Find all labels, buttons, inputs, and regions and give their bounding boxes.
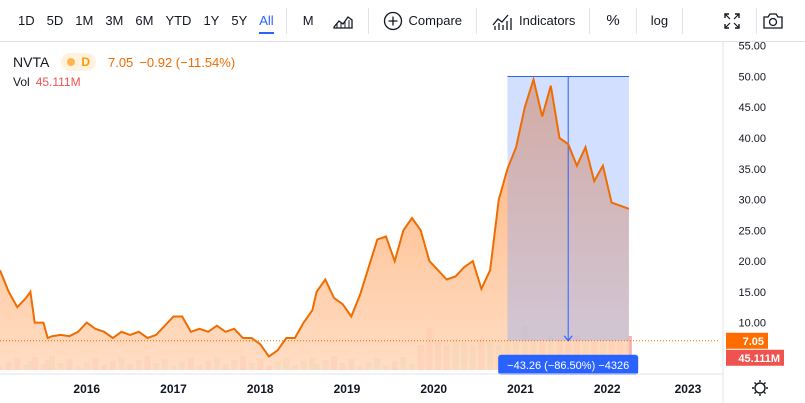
y-tick-label: 30.00 — [738, 195, 766, 207]
top-toolbar: 1D 5D 1M 3M 6M YTD 1Y 5Y All M Compare Indicator… — [0, 0, 805, 42]
symbol-legend: NVTA D 7.05 −0.92 (−11.54%) Vol 45.111M — [13, 52, 241, 92]
gear-icon — [754, 382, 766, 394]
last-price: 7.05 — [107, 54, 134, 70]
toolbar-divider — [756, 7, 757, 34]
timeframe-6m[interactable]: 6M — [135, 13, 154, 28]
indicators-label: Indicators — [519, 13, 576, 28]
x-tick-label: 2020 — [420, 382, 447, 396]
area-chart-icon — [332, 15, 353, 29]
symbol-name[interactable]: NVTA — [13, 54, 50, 70]
price-tag-text: 7.05 — [743, 336, 764, 348]
fullscreen-button[interactable] — [718, 6, 746, 36]
status-dot-icon — [67, 58, 76, 66]
measure-label-text: −43.26 (−86.50%) −4326 — [507, 360, 629, 372]
x-tick-label: 2021 — [507, 382, 534, 396]
timeframe-1y[interactable]: 1Y — [203, 13, 220, 28]
timeframe-group: 1D 5D 1M 3M 6M YTD 1Y 5Y All — [12, 6, 280, 36]
percent-toggle[interactable]: % — [596, 6, 629, 36]
timeframe-ytd[interactable]: YTD — [165, 13, 192, 28]
toolbar-divider — [285, 7, 287, 34]
y-tick-label: 25.00 — [738, 225, 766, 237]
toolbar-divider — [682, 7, 684, 34]
timeframe-5y[interactable]: 5Y — [231, 13, 248, 28]
x-tick-label: 2023 — [675, 382, 702, 396]
x-tick-label: 2016 — [73, 382, 100, 396]
price-line — [0, 75, 630, 358]
volume-label: Vol — [13, 75, 30, 89]
x-tick-label: 2018 — [247, 382, 274, 396]
toolbar-divider — [635, 7, 637, 34]
interval-badge-label: D — [81, 55, 90, 69]
y-tick-label: 50.00 — [738, 71, 766, 83]
y-tick-label: 20.00 — [738, 256, 766, 268]
x-tick-label: 2019 — [334, 382, 361, 396]
price-change: −0.92 (−11.54%) — [139, 54, 236, 70]
toolbar-divider — [589, 7, 591, 34]
measure-arrowhead-icon — [563, 335, 573, 342]
interval-button[interactable]: M — [293, 6, 324, 36]
screenshot-button[interactable] — [758, 6, 788, 36]
interval-label: M — [302, 13, 314, 28]
plus-circle-icon — [383, 11, 402, 30]
price-chart[interactable]: −43.26 (−86.50%) −4326 55.00 50.00 45.00 40… — [0, 42, 805, 403]
timeframe-1d[interactable]: 1D — [18, 13, 35, 28]
y-tick-label: 10.00 — [738, 318, 766, 330]
timeframe-1m[interactable]: 1M — [75, 13, 94, 28]
interval-badge: D — [61, 53, 96, 71]
log-toggle[interactable]: log — [643, 6, 676, 36]
settings-button[interactable] — [752, 380, 768, 396]
camera-icon — [763, 12, 783, 29]
timeframe-all[interactable]: All — [253, 6, 279, 36]
price-area-fill — [0, 79, 629, 370]
toolbar-divider — [476, 7, 478, 34]
indicators-button[interactable]: Indicators — [483, 6, 583, 36]
timeframe-3m[interactable]: 3M — [105, 13, 124, 28]
fullscreen-icon — [724, 12, 740, 29]
timeframe-5d[interactable]: 5D — [46, 13, 64, 28]
toolbar-divider — [367, 7, 369, 34]
price-tag: 7.05 — [726, 332, 768, 349]
log-label: log — [650, 13, 669, 28]
y-tick-label: 15.00 — [738, 287, 766, 299]
volume-value: 45.111M — [35, 75, 81, 89]
indicators-icon — [492, 14, 512, 30]
x-tick-label: 2022 — [594, 382, 621, 396]
compare-label: Compare — [408, 13, 463, 28]
volume-tag-text: 45.111M — [738, 353, 780, 365]
y-tick-label: 35.00 — [738, 164, 766, 176]
measure-label: −43.26 (−86.50%) −4326 — [498, 354, 639, 375]
compare-button[interactable]: Compare — [375, 6, 470, 36]
percent-label: % — [606, 12, 620, 29]
volume-tag: 45.111M — [726, 349, 784, 366]
y-tick-label: 40.00 — [738, 133, 766, 145]
x-tick-label: 2017 — [160, 382, 187, 396]
chart-style-button[interactable] — [324, 6, 362, 36]
y-tick-label: 55.00 — [738, 42, 766, 53]
y-tick-label: 45.00 — [738, 102, 766, 114]
